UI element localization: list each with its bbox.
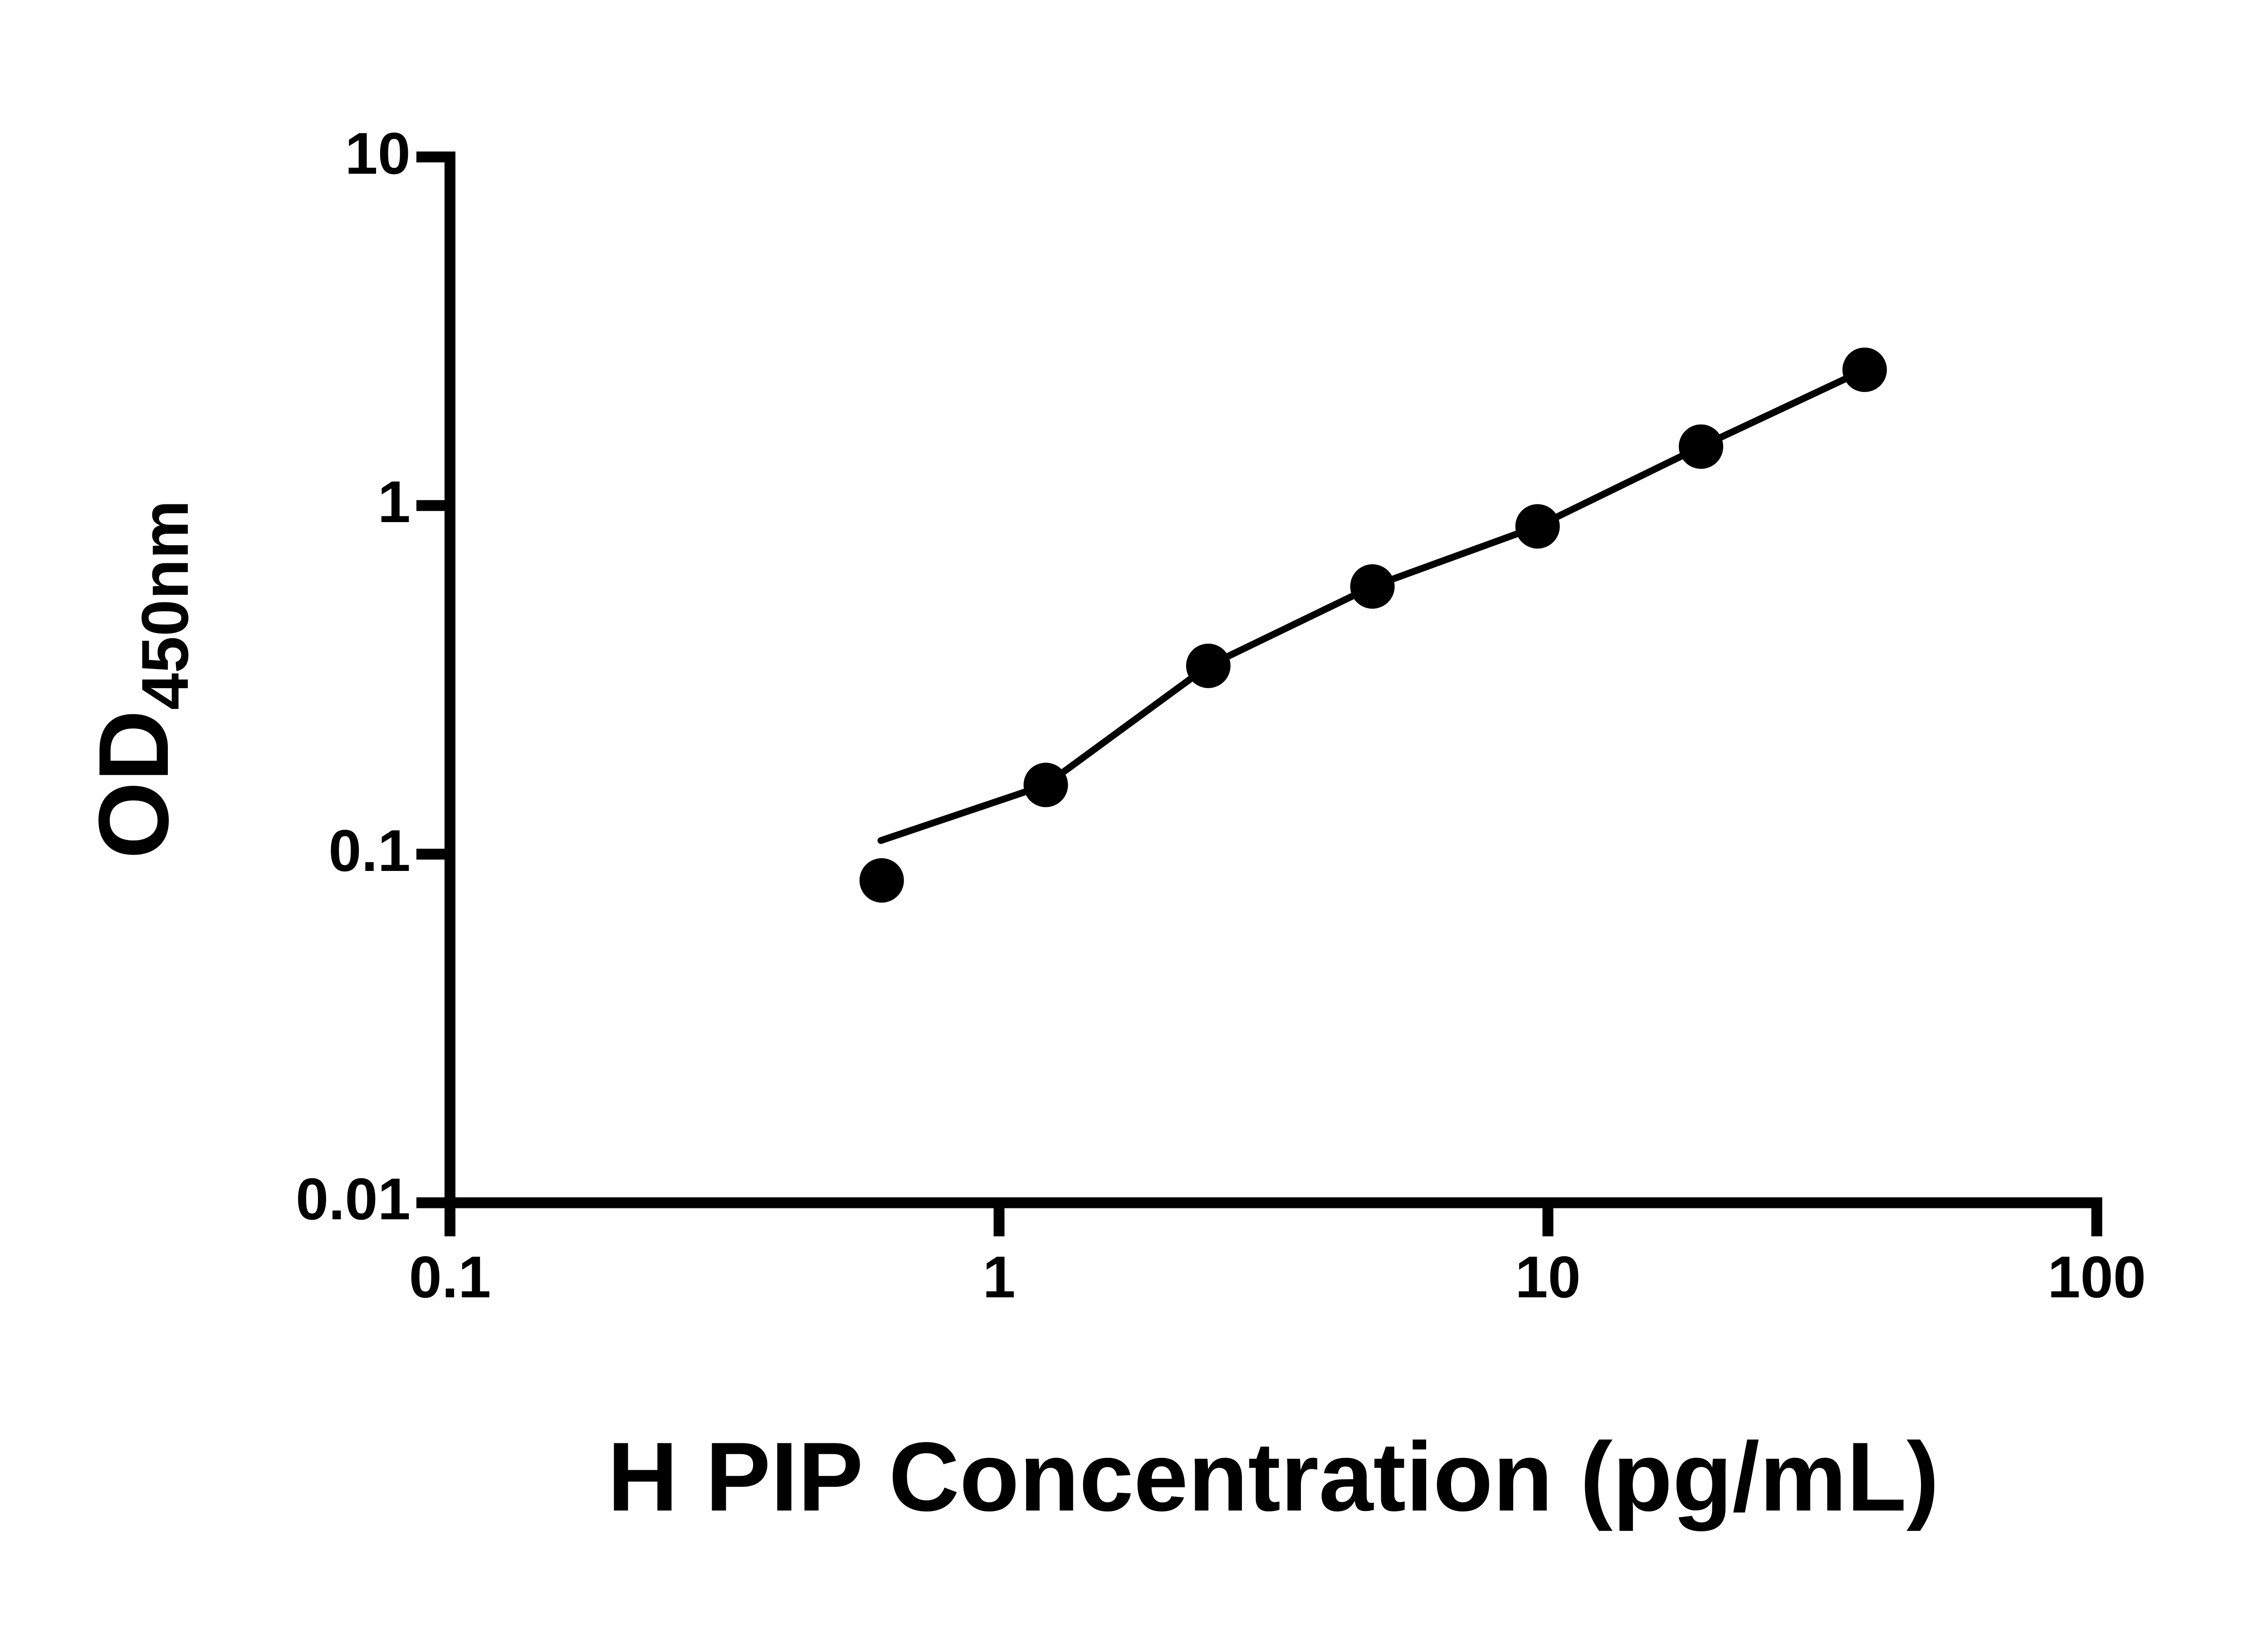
svg-text:0.01: 0.01 <box>296 1166 411 1232</box>
svg-text:0.1: 0.1 <box>409 1244 491 1310</box>
svg-text:10: 10 <box>345 120 411 186</box>
svg-text:10: 10 <box>1515 1244 1581 1310</box>
svg-text:H PIP Concentration (pg/mL): H PIP Concentration (pg/mL) <box>607 1422 1939 1531</box>
svg-text:100: 100 <box>2048 1244 2146 1310</box>
svg-text:1: 1 <box>982 1244 1015 1310</box>
svg-text:0.1: 0.1 <box>328 817 411 884</box>
svg-text:1: 1 <box>378 469 411 535</box>
